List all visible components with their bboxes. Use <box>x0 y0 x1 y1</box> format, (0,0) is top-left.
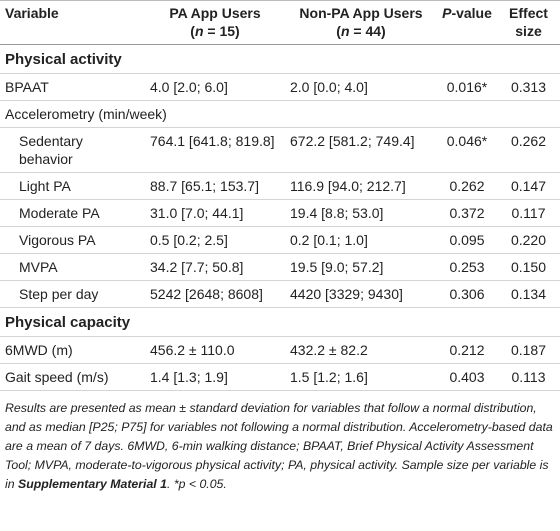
header-text: ( <box>190 23 195 39</box>
header-text: P <box>442 5 452 21</box>
header-text: n <box>340 23 350 39</box>
column-header: P-value <box>437 0 497 45</box>
footnote-text: Supplementary Material 1 <box>18 477 167 491</box>
column-header: Non-PA App Users (n = 44) <box>285 0 437 45</box>
row-label: Gait speed (m/s) <box>0 363 145 391</box>
cell: 0.220 <box>497 226 560 254</box>
cell: 0.262 <box>497 127 560 173</box>
section-title: Physical capacity <box>0 307 560 337</box>
cell: 1.5 [1.2; 1.6] <box>285 363 437 391</box>
header-text: PA App Users <box>169 5 261 21</box>
cell: 0.095 <box>437 226 497 254</box>
header-text: Effect <box>509 5 548 21</box>
data-row: Sedentary behavior 764.1 [641.8; 819.8] 67… <box>0 127 560 173</box>
header-row: Variable PA App Users (n = 15) Non-PA App U… <box>0 0 560 45</box>
cell: 0.372 <box>437 199 497 227</box>
row-label: Moderate PA <box>0 199 145 227</box>
cell: 0.147 <box>497 172 560 200</box>
row-label: Accelerometry (min/week) <box>0 100 560 128</box>
data-row: MVPA 34.2 [7.7; 50.8] 19.5 [9.0; 57.2] 0.25… <box>0 253 560 281</box>
cell: 456.2 ± 110.0 <box>145 336 285 364</box>
cell: 0.046* <box>437 127 497 173</box>
row-label: Vigorous PA <box>0 226 145 254</box>
header-text: Non-PA App Users <box>299 5 423 21</box>
header-text: size <box>515 23 542 39</box>
header-text: = 15) <box>203 23 240 39</box>
cell: 0.150 <box>497 253 560 281</box>
cell: 88.7 [65.1; 153.7] <box>145 172 285 200</box>
header-text: ( <box>336 23 341 39</box>
data-row: BPAAT 4.0 [2.0; 6.0] 2.0 [0.0; 4.0] 0.016* 0… <box>0 73 560 101</box>
cell: 0.016* <box>437 73 497 101</box>
cell: 4.0 [2.0; 6.0] <box>145 73 285 101</box>
row-label: 6MWD (m) <box>0 336 145 364</box>
cell: 764.1 [641.8; 819.8] <box>145 127 285 173</box>
data-table: Variable PA App Users (n = 15) Non-PA App U… <box>0 0 560 391</box>
cell: 0.313 <box>497 73 560 101</box>
cell: 19.4 [8.8; 53.0] <box>285 199 437 227</box>
cell: 1.4 [1.3; 1.9] <box>145 363 285 391</box>
footnote-text: Results are presented as mean ± standard… <box>5 401 553 491</box>
column-header: PA App Users (n = 15) <box>145 0 285 45</box>
cell: 19.5 [9.0; 57.2] <box>285 253 437 281</box>
cell: 0.117 <box>497 199 560 227</box>
cell: 5242 [2648; 8608] <box>145 280 285 308</box>
data-row: Vigorous PA 0.5 [0.2; 2.5] 0.2 [0.1; 1.0] 0… <box>0 226 560 254</box>
header-text: n <box>194 23 204 39</box>
header-text: Variable <box>5 5 59 21</box>
cell: 0.262 <box>437 172 497 200</box>
data-row: Moderate PA 31.0 [7.0; 44.1] 19.4 [8.8; 53… <box>0 199 560 227</box>
cell: 0.5 [0.2; 2.5] <box>145 226 285 254</box>
header-text: = 44) <box>349 23 386 39</box>
cell: 0.306 <box>437 280 497 308</box>
row-label: Light PA <box>0 172 145 200</box>
data-row: Gait speed (m/s) 1.4 [1.3; 1.9] 1.5 [1.2; … <box>0 363 560 391</box>
cell: 0.134 <box>497 280 560 308</box>
cell: 0.187 <box>497 336 560 364</box>
section-row: Physical activity <box>0 44 560 74</box>
cell: 2.0 [0.0; 4.0] <box>285 73 437 101</box>
cell: 0.253 <box>437 253 497 281</box>
data-row: Accelerometry (min/week) <box>0 100 560 128</box>
cell: 116.9 [94.0; 212.7] <box>285 172 437 200</box>
cell: 34.2 [7.7; 50.8] <box>145 253 285 281</box>
cell: 31.0 [7.0; 44.1] <box>145 199 285 227</box>
section-title: Physical activity <box>0 44 560 74</box>
cell: 0.113 <box>497 363 560 391</box>
footnote-text: . *p < 0.05. <box>166 477 227 491</box>
data-row: Light PA 88.7 [65.1; 153.7] 116.9 [94.0; 2… <box>0 172 560 200</box>
cell: 0.2 [0.1; 1.0] <box>285 226 437 254</box>
cell: 672.2 [581.2; 749.4] <box>285 127 437 173</box>
table-body: Physical activity BPAAT 4.0 [2.0; 6.0] 2.0 … <box>0 44 560 391</box>
cell: 0.403 <box>437 363 497 391</box>
row-label: Step per day <box>0 280 145 308</box>
section-row: Physical capacity <box>0 307 560 337</box>
column-header: Variable <box>0 0 145 45</box>
footnote: Results are presented as mean ± standard… <box>0 391 560 494</box>
row-label: Sedentary behavior <box>0 127 145 173</box>
data-row: 6MWD (m) 456.2 ± 110.0 432.2 ± 82.2 0.212 0.… <box>0 336 560 364</box>
cell: 0.212 <box>437 336 497 364</box>
row-label: BPAAT <box>0 73 145 101</box>
column-header: Effect size <box>497 0 560 45</box>
cell: 4420 [3329; 9430] <box>285 280 437 308</box>
cell: 432.2 ± 82.2 <box>285 336 437 364</box>
data-row: Step per day 5242 [2648; 8608] 4420 [3329;… <box>0 280 560 308</box>
row-label: MVPA <box>0 253 145 281</box>
header-text: -value <box>451 5 492 21</box>
